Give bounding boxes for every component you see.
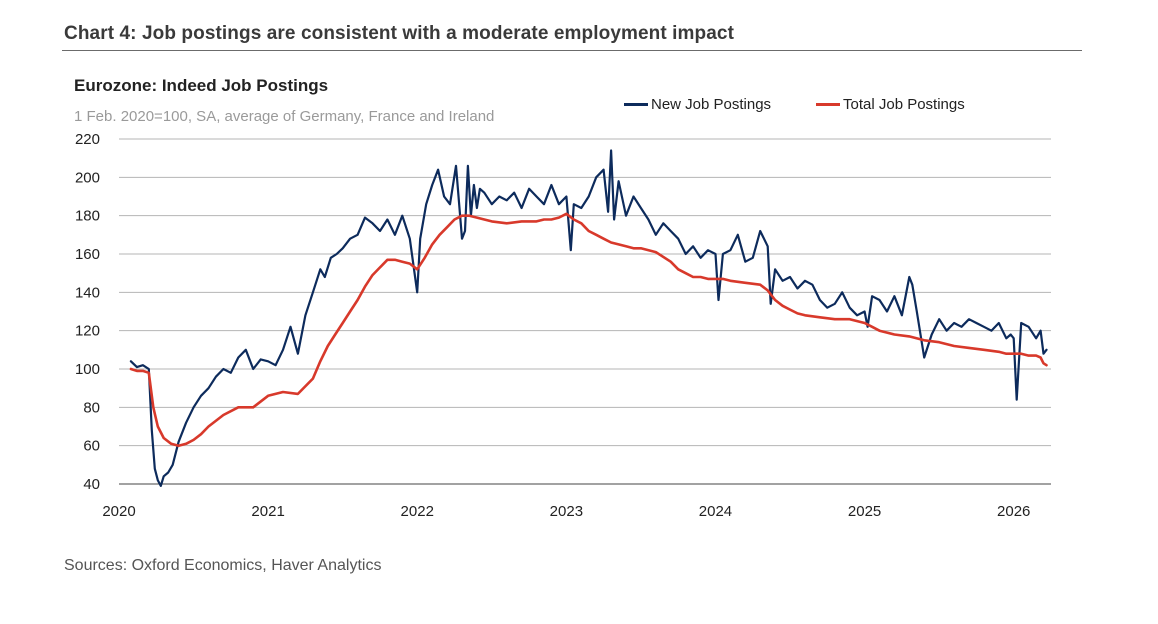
y-axis-ticks: 40 60 80 100 120 140 160 180 200 220 <box>75 131 100 493</box>
legend-item-new: New Job Postings <box>624 96 771 113</box>
legend-swatch-total <box>816 103 840 106</box>
y-tick-label: 80 <box>83 399 100 416</box>
legend-label-new: New Job Postings <box>651 96 772 113</box>
chart-title: Eurozone: Indeed Job Postings <box>74 76 329 95</box>
page-title: Chart 4: Job postings are consistent wit… <box>64 23 735 44</box>
x-tick-label: 2025 <box>848 503 881 520</box>
legend-swatch-new <box>624 103 648 106</box>
y-tick-label: 180 <box>75 208 100 225</box>
y-tick-label: 120 <box>75 323 100 340</box>
legend-item-total: Total Job Postings <box>816 96 965 113</box>
y-tick-label: 100 <box>75 361 100 378</box>
y-tick-label: 60 <box>83 438 100 455</box>
x-tick-label: 2021 <box>251 503 284 520</box>
series-line-new-job-postings <box>129 149 1048 487</box>
x-tick-label: 2026 <box>997 503 1030 520</box>
x-tick-label: 2024 <box>699 503 732 520</box>
series-line-total-job-postings <box>129 212 1048 448</box>
series-lines <box>129 149 1048 487</box>
source-note: Sources: Oxford Economics, Haver Analyti… <box>64 557 382 574</box>
y-tick-label: 200 <box>75 169 100 186</box>
x-tick-label: 2020 <box>102 503 135 520</box>
x-tick-label: 2022 <box>401 503 434 520</box>
legend-label-total: Total Job Postings <box>843 96 965 113</box>
chart-subtitle: 1 Feb. 2020=100, SA, average of Germany,… <box>74 108 495 125</box>
x-tick-label: 2023 <box>550 503 583 520</box>
y-tick-label: 160 <box>75 246 100 263</box>
y-tick-label: 140 <box>75 284 100 301</box>
x-axis-ticks: 2020 2021 2022 2023 2024 2025 2026 <box>102 503 1030 520</box>
gridlines <box>119 138 1051 447</box>
y-tick-label: 40 <box>83 476 100 493</box>
title-divider <box>62 50 1082 51</box>
y-tick-label: 220 <box>75 131 100 148</box>
